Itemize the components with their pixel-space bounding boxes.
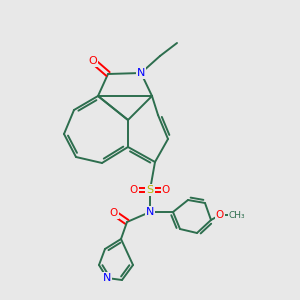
- Text: O: O: [110, 208, 118, 218]
- Text: N: N: [103, 273, 111, 283]
- Text: O: O: [162, 185, 170, 195]
- Text: N: N: [146, 207, 154, 217]
- Text: S: S: [146, 185, 154, 195]
- Text: O: O: [216, 210, 224, 220]
- Text: CH₃: CH₃: [229, 211, 245, 220]
- Text: N: N: [137, 68, 145, 78]
- Text: O: O: [88, 56, 98, 66]
- Text: O: O: [130, 185, 138, 195]
